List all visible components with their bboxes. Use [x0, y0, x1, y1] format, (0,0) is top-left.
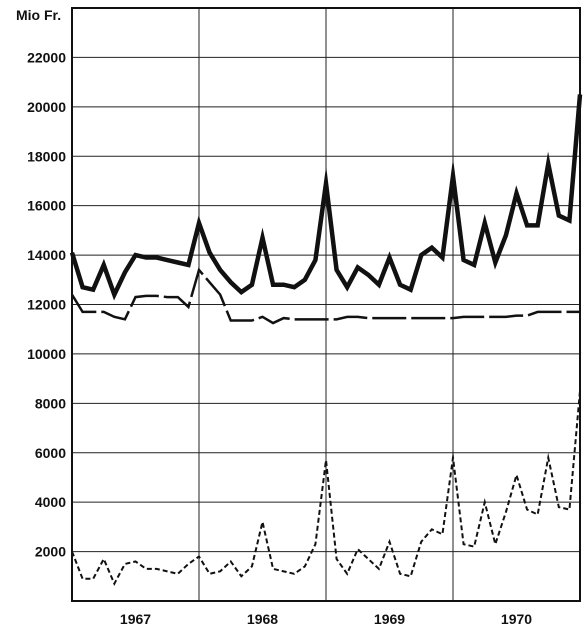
vertical-gridlines	[198, 8, 454, 601]
y-tick-labels: 2000 4000 6000 8000 10000 12000 14000 16000 1800…	[27, 49, 66, 559]
plot-frame	[71, 7, 581, 602]
y-tick-label-16000: 16000	[27, 198, 66, 214]
x-tick-labels: 1967 1968 1969 1970	[120, 611, 532, 627]
y-tick-label-2000: 2000	[35, 544, 66, 560]
x-tick-label-1970: 1970	[501, 611, 532, 627]
y-tick-label-18000: 18000	[27, 148, 66, 164]
y-tick-label-8000: 8000	[35, 395, 66, 411]
y-tick-label-6000: 6000	[35, 445, 66, 461]
series-line-1	[69, 94, 583, 301]
y-tick-label-10000: 10000	[27, 346, 66, 362]
y-tick-label-4000: 4000	[35, 494, 66, 510]
series-layer	[69, 94, 583, 587]
x-tick-label-1968: 1968	[247, 611, 278, 627]
x-tick-label-1967: 1967	[120, 611, 151, 627]
y-axis-unit-label: Mio Fr.	[16, 7, 61, 23]
y-tick-label-12000: 12000	[27, 297, 66, 313]
y-tick-label-14000: 14000	[27, 247, 66, 263]
y-tick-label-20000: 20000	[27, 99, 66, 115]
y-tick-label-22000: 22000	[27, 49, 66, 65]
series-line-3	[71, 390, 581, 587]
series-line-2	[70, 267, 580, 325]
x-tick-label-1969: 1969	[374, 611, 405, 627]
